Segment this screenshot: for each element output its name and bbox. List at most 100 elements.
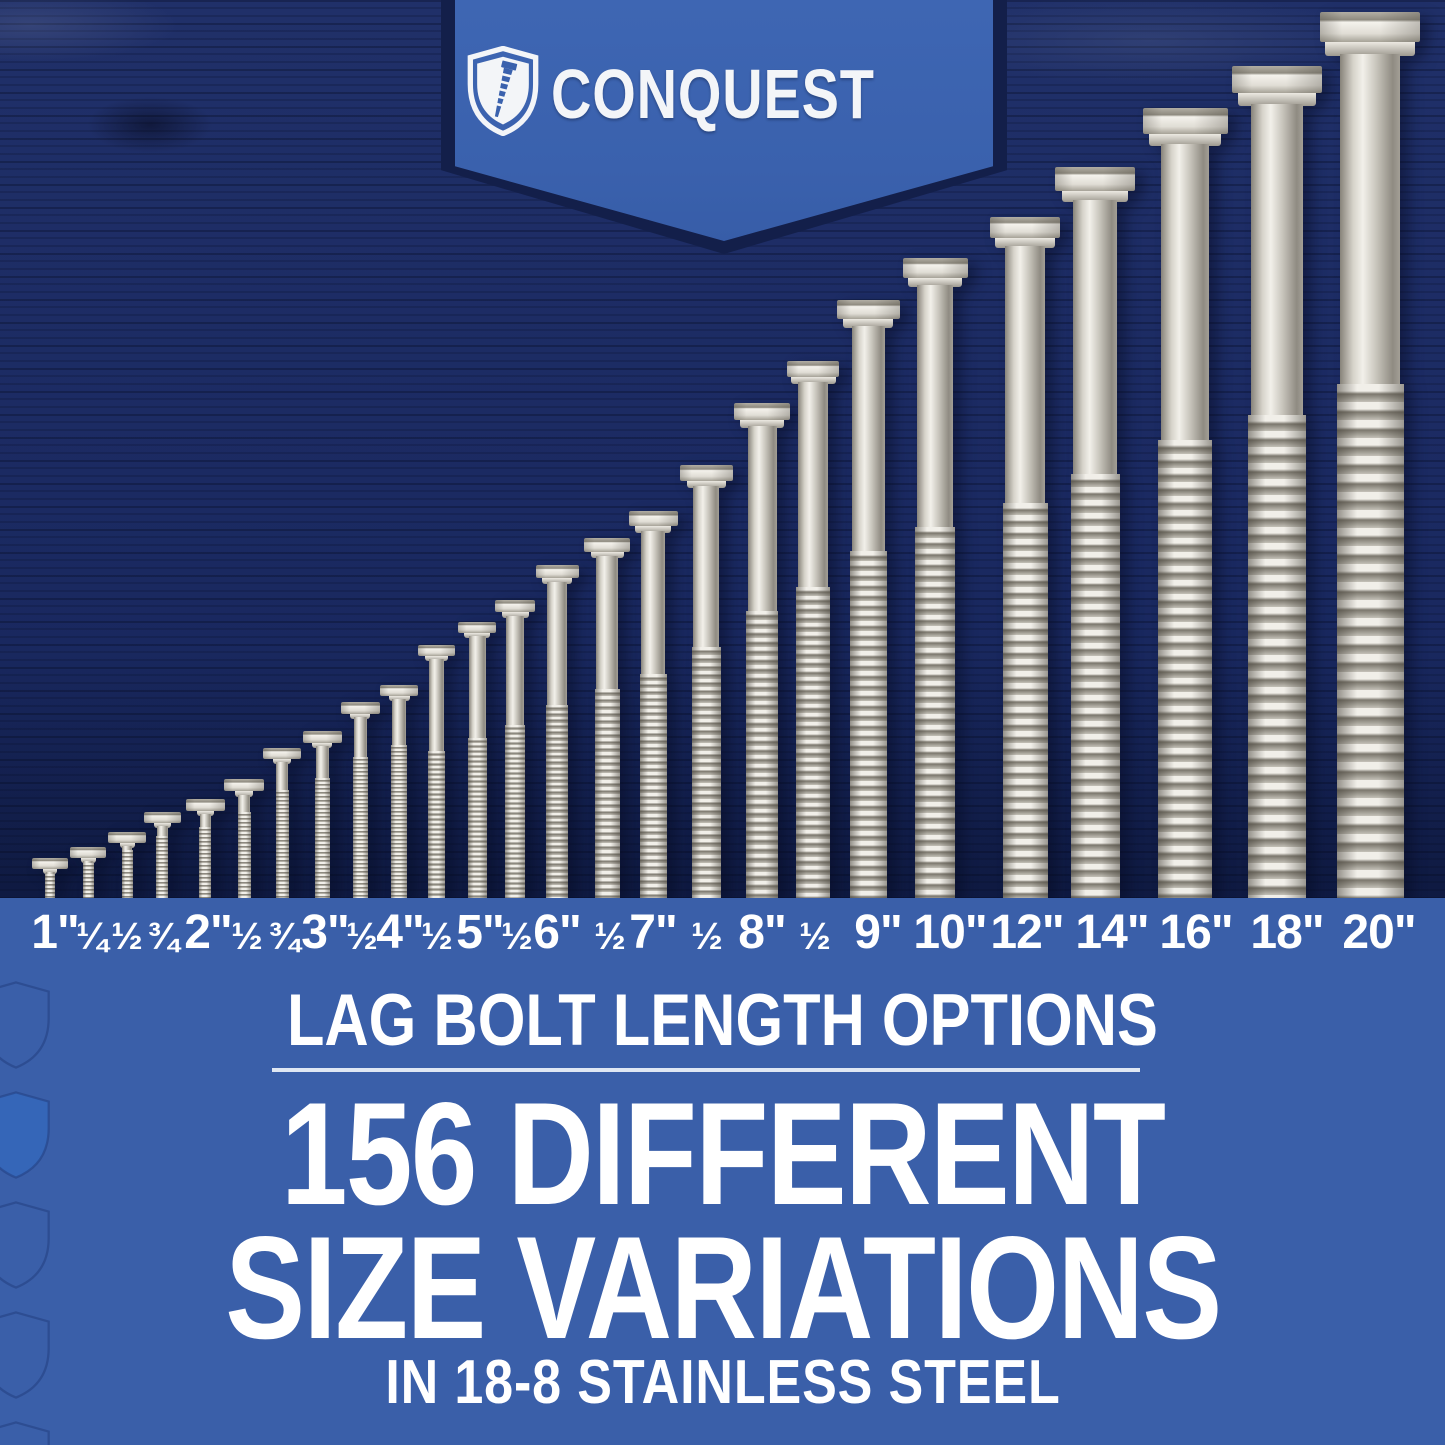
size-label-5-5in: ½ xyxy=(501,916,533,958)
shield-screw-icon xyxy=(465,45,541,141)
bolt-threads xyxy=(1336,384,1404,898)
bolt-hex-head xyxy=(143,812,181,823)
bolt-neck xyxy=(196,811,214,816)
bolt-hex-head xyxy=(679,465,733,481)
bottom-panel xyxy=(0,898,1445,1445)
bolt-threads xyxy=(82,863,94,898)
bolt-hex-head xyxy=(302,731,342,743)
size-label-14in: 14" xyxy=(1075,906,1149,959)
bolt-neck xyxy=(273,759,291,764)
bolt-neck xyxy=(312,743,332,748)
bolt-shank xyxy=(45,872,55,874)
size-label-6-5in: ½ xyxy=(594,916,626,958)
bolt-neck xyxy=(590,552,624,558)
size-label-2in: 2" xyxy=(184,906,232,959)
bolt-hex-head xyxy=(628,511,678,526)
shield-watermark-icon xyxy=(0,1090,54,1180)
bolt-shank xyxy=(547,582,567,705)
bolt-hex-head xyxy=(1232,66,1322,93)
bolt-hex-head xyxy=(787,361,839,377)
shield-watermark-icon xyxy=(0,1420,54,1445)
bolt-threads xyxy=(467,738,487,898)
size-label-4-5in: ½ xyxy=(421,916,453,958)
bolt-threads xyxy=(352,757,368,898)
size-label-4in: 4" xyxy=(376,906,424,959)
bolt-neck xyxy=(635,526,671,533)
size-label-3-5in: ½ xyxy=(346,916,378,958)
subtitle: IN 18-8 STAINLESS STEEL xyxy=(384,1348,1061,1417)
bolt-hex-head xyxy=(1320,12,1420,42)
bolt-threads xyxy=(1158,440,1212,898)
bolt-shank xyxy=(83,861,93,863)
bolt-shank xyxy=(353,717,367,757)
bolt-threads xyxy=(746,611,778,898)
bolt-shank xyxy=(1005,246,1045,503)
bolt-hex-head xyxy=(495,600,535,612)
bolt-shank xyxy=(1340,54,1400,384)
bolt-hex-head xyxy=(458,622,496,633)
size-label-8-5in: ½ xyxy=(799,916,831,958)
bolt-neck xyxy=(542,578,572,584)
bolt-hex-head xyxy=(70,847,106,858)
bolt-hex-head xyxy=(380,685,418,696)
bolt-neck xyxy=(1149,134,1221,146)
bolt-threads xyxy=(849,551,887,898)
bolt-neck xyxy=(424,656,448,661)
bolt-hex-head xyxy=(584,538,630,552)
bolt-shank xyxy=(851,326,885,551)
section-title: LAG BOLT LENGTH OPTIONS xyxy=(287,980,1158,1061)
bolt-neck xyxy=(1238,93,1316,106)
size-label-5in: 5" xyxy=(456,906,504,959)
bolt-neck xyxy=(119,843,135,848)
bolt-neck xyxy=(464,633,490,638)
bolt-shank xyxy=(122,846,132,850)
bolt-neck xyxy=(1062,191,1128,202)
bolt-threads xyxy=(915,527,955,898)
size-label-16in: 16" xyxy=(1159,906,1233,959)
bolt-threads xyxy=(505,725,525,898)
bolt-shank xyxy=(199,814,211,827)
bolt-neck xyxy=(153,823,171,828)
bolt-shank xyxy=(276,762,288,790)
bolt-shank xyxy=(468,636,486,738)
bolt-shank xyxy=(1161,144,1209,440)
bolt-threads xyxy=(1070,474,1120,898)
bolt-neck xyxy=(686,481,726,488)
size-label-9in: 9" xyxy=(854,906,902,959)
bolt-shank xyxy=(1073,200,1117,474)
bolt-neck xyxy=(995,238,1055,248)
size-label-8in: 8" xyxy=(738,906,786,959)
bolt-shank xyxy=(693,486,719,647)
size-label-12in: 12" xyxy=(990,906,1064,959)
size-label-1-75in: ¾ xyxy=(147,916,179,958)
bolt-threads xyxy=(639,674,667,898)
bolt-shank xyxy=(315,746,329,778)
bolt-neck xyxy=(43,869,57,874)
size-label-2-75in: ¾ xyxy=(268,916,300,958)
bolt-neck xyxy=(388,696,410,701)
bolt-threads xyxy=(1002,503,1048,898)
bolt-neck xyxy=(740,420,784,428)
shield-watermark-icon xyxy=(0,1200,54,1290)
bolt-threads xyxy=(314,778,330,898)
size-label-18in: 18" xyxy=(1250,906,1324,959)
bolt-hex-head xyxy=(185,799,225,811)
bolt-neck xyxy=(1325,42,1415,56)
brand-logo-row: CONQUEST xyxy=(455,45,979,141)
bolt-hex-head xyxy=(340,702,380,714)
bolt-shank xyxy=(596,556,618,689)
size-label-10in: 10" xyxy=(913,906,987,959)
bolt-hex-head xyxy=(902,258,968,278)
bolt-neck xyxy=(350,714,370,719)
size-label-1-25in: ¼ xyxy=(76,916,108,958)
size-label-1-5in: ½ xyxy=(111,916,143,958)
bolt-hex-head xyxy=(417,645,455,656)
size-label-6in: 6" xyxy=(533,906,581,959)
bolt-shank xyxy=(798,382,828,587)
bolt-threads xyxy=(691,647,721,898)
bolt-threads xyxy=(391,745,407,898)
bolt-shank xyxy=(428,659,444,751)
size-label-2-5in: ½ xyxy=(231,916,263,958)
bolt-hex-head xyxy=(108,832,146,843)
bolt-threads xyxy=(156,836,168,898)
